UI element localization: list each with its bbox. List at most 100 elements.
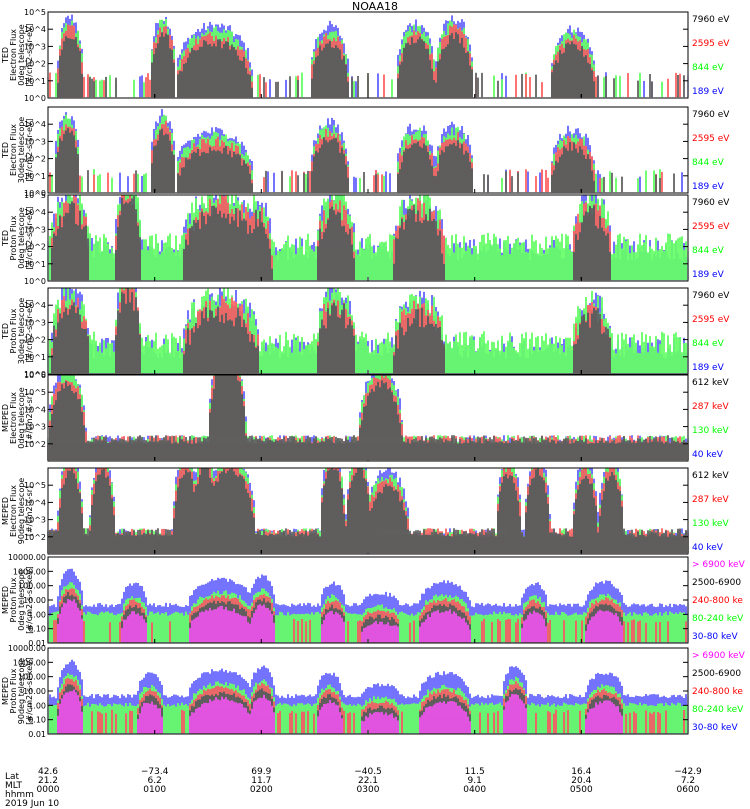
legend-entry: 844 eV [692, 339, 725, 349]
footer-row-labels: Lat MLT hhmm 2019 Jun 10 [5, 773, 59, 809]
y-tick-label: 10.00 [23, 687, 46, 696]
y-axis-label-line: 0deg telescope [17, 569, 26, 630]
x-tick-hhmm-label: 0200 [250, 785, 273, 795]
legend-entry: 2595 eV [692, 222, 730, 232]
panel-5: 10^2 10^3 10^4 10^5 10^6 MEPED Electron Flux 0d… [1, 371, 729, 462]
y-axis-label-line: [#/cm2-s-sr-keV] [25, 566, 34, 633]
x-tick-hhmm-label: 0500 [570, 785, 593, 795]
y-tick-label: 100.00 [18, 673, 46, 682]
y-axis-label-line: Electron Flux [9, 29, 18, 81]
y-axis-label-line: Proton Flux [9, 577, 18, 622]
y-axis-label-line: Electron Flux [9, 124, 18, 176]
y-tick-label: 10^5 [24, 191, 46, 200]
x-tick-hhmm-label: 0000 [37, 785, 60, 795]
y-tick-label: 1000.00 [13, 658, 46, 667]
x-tick-hhmm-label: 0600 [677, 785, 700, 795]
legend-entry: 30-80 keV [692, 723, 738, 733]
footer-mlt-label: MLT [5, 781, 23, 791]
y-axis-label-line: 0deg telescope [17, 24, 26, 85]
y-axis-label-line: 30deg telescope [17, 117, 26, 184]
legend-entry: 7960 eV [692, 110, 730, 120]
footer-hhmm-label: hhmm [5, 790, 34, 800]
legend-entry: 2500-6900 [692, 669, 741, 679]
x-tick-lat-label: 69.9 [251, 767, 271, 777]
y-tick-label: 0.10 [28, 716, 46, 725]
y-tick-label: 10.00 [23, 596, 46, 605]
x-tick-mlt-label: 20.4 [571, 776, 591, 786]
legend-entry: 2595 eV [692, 39, 730, 49]
y-tick-label: 1000.00 [13, 567, 46, 576]
legend-entry: 844 eV [692, 158, 725, 168]
panel-4: 10^0 10^1 10^2 10^3 10^4 TED Proton Flux 30deg … [1, 287, 730, 379]
y-tick-label: 10^3 [24, 137, 46, 146]
y-tick-label: 10^2 [24, 336, 46, 345]
y-axis-label-line: MEPED [1, 404, 10, 432]
y-tick-label: 10^4 [24, 405, 46, 414]
legend-entry: 7960 eV [692, 198, 730, 208]
legend-entry: 130 keV [692, 426, 729, 436]
x-tick-mlt-label: 11.7 [251, 776, 271, 786]
y-axis-label-line: Proton Flux [9, 215, 18, 260]
legend-entry: 287 keV [692, 402, 729, 412]
x-tick-lat-label: −42.9 [674, 767, 702, 777]
y-tick-label: 10^5 [24, 388, 46, 397]
series-trace [51, 288, 611, 374]
y-tick-label: 10^6 [24, 371, 46, 380]
y-tick-label: 10^4 [24, 208, 46, 217]
y-tick-label: 10^1 [24, 77, 46, 86]
y-axis-label-line: Electron Flux [9, 485, 18, 537]
y-tick-label: 10^2 [24, 533, 46, 542]
legend-entry: 2500-6900 [692, 578, 741, 588]
y-tick-label: 10^3 [24, 423, 46, 432]
y-tick-label: 10000.00 [8, 644, 46, 653]
y-axis-label-line: 90deg telescope [17, 658, 26, 725]
x-tick-lat-label: −40.5 [354, 767, 382, 777]
y-axis-label-line: 30deg telescope [17, 298, 26, 365]
y-axis-label-line: [#/cm2-s-sr-eV] [25, 206, 34, 269]
y-tick-label: 10^3 [24, 42, 46, 51]
legend-entry: 189 eV [692, 87, 725, 97]
x-tick-mlt-label: 21.2 [38, 776, 58, 786]
panel-8: 0.01 0.10 1.00 10.00 100.00 1000.00 10000.00 ME… [1, 644, 746, 739]
legend-entry: 844 eV [692, 63, 725, 73]
y-tick-label: 10^4 [24, 498, 46, 507]
legend-entry: 287 keV [692, 495, 729, 505]
y-tick-label: 10^2 [24, 155, 46, 164]
y-axis-label-line: TED [1, 142, 10, 159]
legend-entry: 612 keV [692, 471, 729, 481]
x-tick-lat-label: 16.4 [571, 767, 591, 777]
legend-entry: 130 keV [692, 519, 729, 529]
y-tick-label: 10^5 [24, 8, 46, 17]
panel-2: 10^0 10^1 10^2 10^3 10^4 TED Electron Flux 30de… [1, 106, 730, 198]
legend-entry: 844 eV [692, 246, 725, 256]
legend-entry: 7960 eV [692, 291, 730, 301]
legend-entry: 40 keV [692, 543, 724, 553]
y-tick-label: 10^3 [24, 225, 46, 234]
y-tick-label: 10^2 [24, 60, 46, 69]
footer-date-label: 2019 Jun 10 [5, 799, 60, 809]
y-axis-label-line: [#/cm2-s-sr-eV] [25, 23, 34, 86]
y-axis-label-line: [#/cm2-s-sr] [25, 393, 34, 443]
y-axis-label-line: MEPED [1, 497, 10, 525]
legend-entry: 2595 eV [692, 134, 730, 144]
y-tick-label: 1.00 [28, 701, 46, 710]
y-tick-label: 10^0 [24, 370, 46, 379]
y-axis-label-line: [#/cm2-s-sr-eV] [25, 118, 34, 181]
y-tick-label: 10^1 [24, 353, 46, 362]
y-axis-label-line: MEPED [1, 586, 10, 614]
legend-entry: 80-240 keV [692, 705, 744, 715]
x-tick-mlt-label: 6.2 [148, 776, 162, 786]
y-axis-label-line: TED [1, 323, 10, 340]
x-tick-mlt-label: 7.2 [681, 776, 695, 786]
y-axis-label-line: Proton Flux [9, 668, 18, 713]
legend-entry: 240-800 ke [692, 596, 743, 606]
panel-1: 10^0 10^1 10^2 10^3 10^4 10^5 TED Electron Flux… [1, 8, 730, 103]
y-axis-label-line: TED [1, 230, 10, 247]
legend-entry: 80-240 keV [692, 614, 744, 624]
legend-entry: 2595 eV [692, 315, 730, 325]
x-tick-lat-label: 42.6 [38, 767, 58, 777]
legend-entry: 30-80 keV [692, 632, 738, 642]
y-tick-label: 10^0 [24, 277, 46, 286]
y-axis-label-line: 90deg telescope [17, 478, 26, 545]
